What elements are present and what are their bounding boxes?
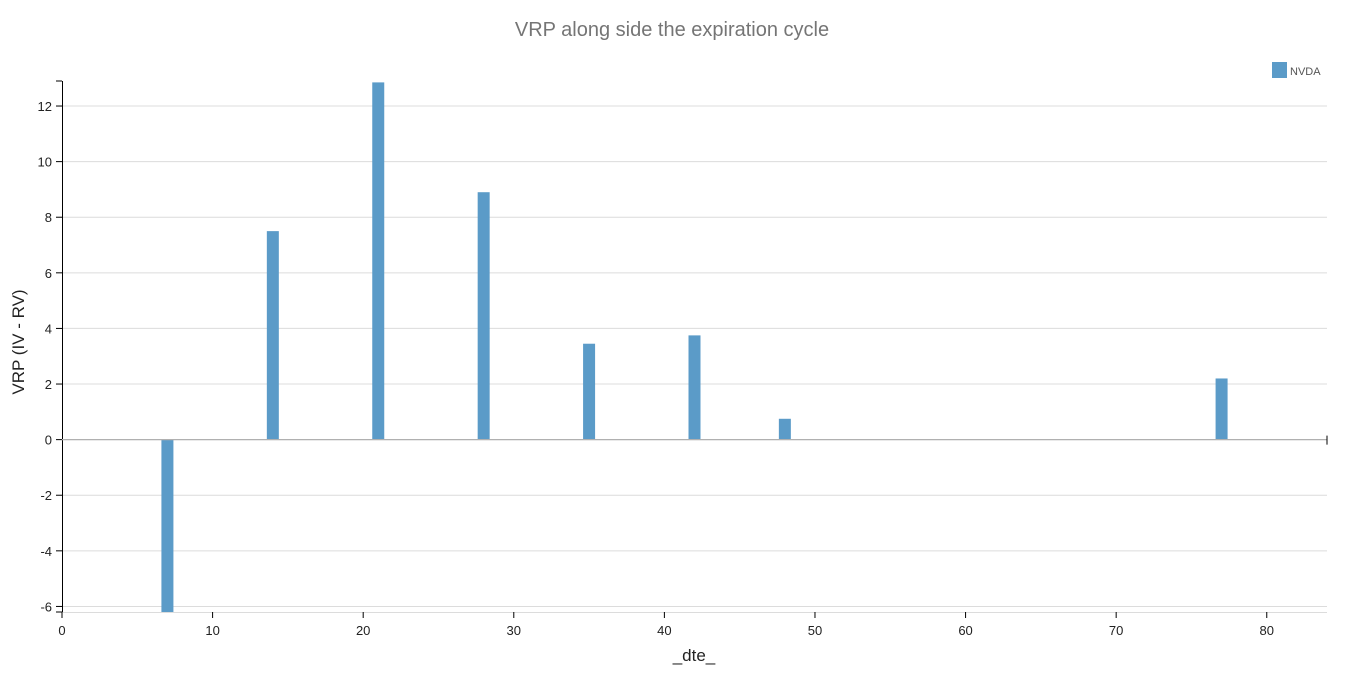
bar-nvda-dte-21[interactable]	[372, 82, 385, 440]
x-tick-label: 50	[808, 623, 822, 638]
y-tick-label: 6	[45, 266, 52, 281]
bar-nvda-dte-35[interactable]	[583, 343, 596, 440]
y-tick-label: 2	[45, 377, 52, 392]
x-axis-label: _dte_	[672, 646, 716, 665]
legend-swatch-nvda	[1272, 62, 1287, 78]
chart-title: VRP along side the expiration cycle	[515, 19, 829, 41]
y-tick-label: -6	[40, 599, 52, 614]
y-tick-label: -2	[40, 488, 52, 503]
x-tick-label: 40	[657, 623, 671, 638]
x-tick-label: 30	[507, 623, 521, 638]
x-tick-label: 0	[58, 623, 65, 638]
bars	[161, 82, 1228, 612]
axes	[56, 80, 1328, 618]
y-tick-label: 0	[45, 433, 52, 448]
x-tick-label: 20	[356, 623, 370, 638]
x-tick-label: 80	[1260, 623, 1274, 638]
bar-nvda-dte-14[interactable]	[266, 231, 279, 440]
y-tick-labels: -6 -4 -2 0 2 4 6 8 10 12	[38, 99, 52, 614]
y-tick-label: 8	[45, 210, 52, 225]
bar-nvda-dte-28[interactable]	[477, 192, 490, 440]
bar-nvda-dte-7[interactable]	[161, 439, 174, 612]
legend[interactable]: NVDA	[1272, 62, 1321, 78]
bar-nvda-dte-42[interactable]	[688, 335, 701, 440]
bar-nvda-dte-48[interactable]	[778, 418, 791, 440]
x-tick-labels: 0 10 20 30 40 50 60 70 80	[58, 623, 1274, 638]
x-tick-label: 70	[1109, 623, 1123, 638]
y-tick-label: 10	[38, 155, 52, 170]
y-tick-label: 4	[45, 321, 52, 336]
x-tick-label: 60	[958, 623, 972, 638]
legend-label-nvda: NVDA	[1290, 66, 1321, 78]
x-tick-label: 10	[205, 623, 219, 638]
bar-nvda-dte-77[interactable]	[1215, 378, 1228, 440]
y-tick-label: -4	[40, 544, 52, 559]
y-axis-label: VRP (IV - RV)	[9, 289, 28, 394]
y-tick-label: 12	[38, 99, 52, 114]
